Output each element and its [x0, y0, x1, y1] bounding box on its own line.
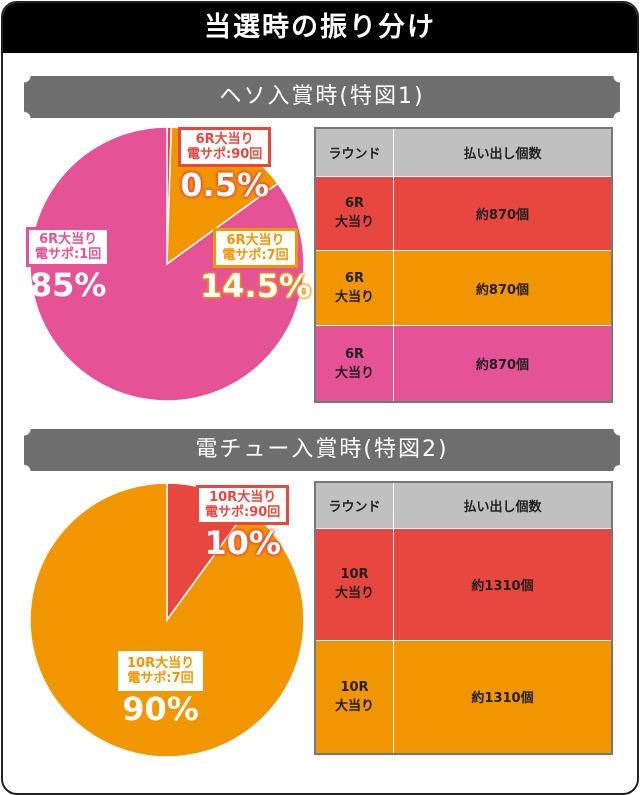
payout-cell: 約1310個: [393, 639, 613, 755]
table-row: 6R 大当り 約870個: [314, 325, 613, 403]
round-cell: 6R: [344, 346, 365, 362]
pie-slice-2: [29, 482, 305, 758]
header-payout: 払い出し個数: [393, 481, 613, 529]
table-row: 6R 大当り 約870個: [314, 175, 613, 252]
table-row: 10R 大当り 約1310個: [314, 639, 613, 755]
payout-cell: 約870個: [393, 250, 613, 327]
slice-label-red-2: 10R大当り 電サポ:90回 10%: [196, 485, 290, 562]
section-banner-2: 電チュー入賞時(特図2): [24, 429, 620, 471]
slice-label-line1: 10R大当り: [209, 490, 277, 505]
slice-label-line2: 電サポ:90回: [187, 147, 263, 162]
slice-label-line2: 電サポ:7回: [222, 248, 289, 263]
payout-table-2: ラウンド 払い出し個数 10R 大当り 約1310個 10R 大当り 約1310個: [314, 481, 613, 755]
slice-pct: 0.5%: [180, 166, 270, 204]
payout-table-1: ラウンド 払い出し個数 6R 大当り 約870個 6R 大当り 約870個 6R 大当り 約8…: [314, 127, 613, 403]
type-cell: 大当り: [334, 290, 374, 306]
type-cell: 大当り: [334, 586, 374, 602]
page-title: 当選時の振り分け: [3, 3, 637, 53]
slice-label-line2: 電サポ:1回: [35, 247, 102, 262]
round-cell: 6R: [344, 271, 365, 287]
type-cell: 大当り: [334, 698, 374, 714]
slice-label-line2: 電サポ:7回: [127, 671, 194, 686]
payout-cell: 約870個: [393, 175, 613, 252]
slice-pct: 85%: [29, 266, 107, 304]
slice-pct: 14.5%: [200, 267, 312, 305]
header-round: ラウンド: [314, 481, 394, 529]
type-cell: 大当り: [334, 365, 374, 381]
slice-pct: 10%: [204, 524, 281, 562]
slice-label-line1: 6R大当り: [195, 132, 254, 147]
type-cell: 大当り: [334, 215, 374, 231]
slice-label-pink-1: 6R大当り 電サポ:1回 85%: [26, 227, 111, 304]
table-row: 10R 大当り 約1310個: [314, 527, 613, 641]
slice-label-red-1: 6R大当り 電サポ:90回 0.5%: [178, 127, 272, 204]
slice-label-line1: 10R大当り: [127, 656, 195, 671]
round-cell: 10R: [340, 679, 369, 695]
slice-label-line2: 電サポ:90回: [205, 505, 281, 520]
slice-label-line1: 6R大当り: [39, 232, 98, 247]
slice-pct: 90%: [122, 690, 199, 728]
round-cell: 10R: [340, 567, 369, 583]
payout-cell: 約870個: [393, 325, 613, 403]
slice-label-line1: 6R大当り: [226, 233, 285, 248]
slice-label-orange-2: 10R大当り 電サポ:7回 90%: [118, 651, 204, 728]
table-row: 6R 大当り 約870個: [314, 250, 613, 327]
header-payout: 払い出し個数: [393, 127, 613, 177]
slice-label-orange-1: 6R大当り 電サポ:7回 14.5%: [200, 228, 311, 304]
header-round: ラウンド: [314, 127, 394, 177]
section-banner-1: ヘソ入賞時(特図1): [24, 76, 620, 118]
round-cell: 6R: [344, 196, 365, 212]
pie-slice-3: [29, 126, 305, 402]
payout-cell: 約1310個: [393, 527, 613, 641]
